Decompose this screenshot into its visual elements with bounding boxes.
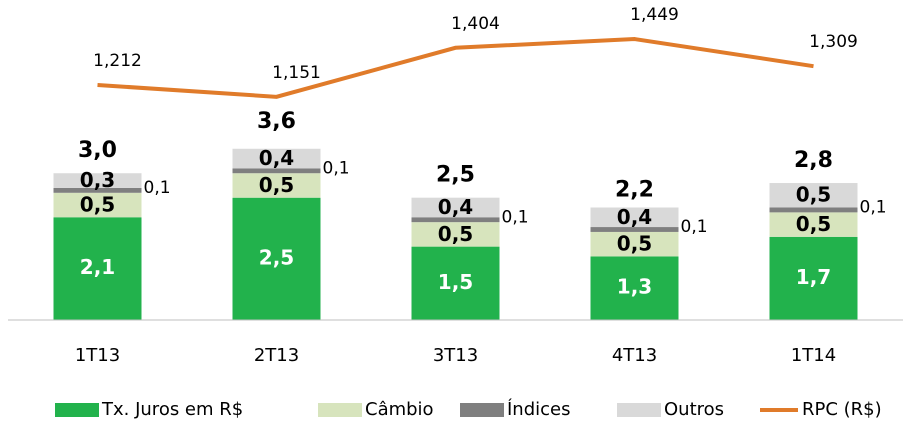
data-label: 0,5 xyxy=(80,193,115,217)
bar-segment xyxy=(232,197,321,320)
data-label: 0,1 xyxy=(502,207,529,227)
bar-segment xyxy=(411,217,500,223)
total-label: 3,0 xyxy=(78,138,117,163)
bar-segment xyxy=(53,192,142,218)
bar-segment xyxy=(769,207,858,213)
legend-label: Câmbio xyxy=(365,399,434,420)
line-label: 1,404 xyxy=(451,14,500,34)
bar-segment xyxy=(232,168,321,174)
x-tick-label: 1T13 xyxy=(75,345,120,366)
bar-segment xyxy=(53,173,142,188)
data-label: 0,3 xyxy=(80,168,115,192)
data-label: 0,4 xyxy=(259,146,294,170)
bar-segment xyxy=(769,236,858,320)
bar-segment xyxy=(590,207,679,228)
bar-segment xyxy=(590,231,679,257)
legend-swatch xyxy=(318,403,362,417)
bar-segment xyxy=(769,212,858,237)
data-label: 2,5 xyxy=(259,245,294,269)
data-label: 1,7 xyxy=(796,265,831,289)
line xyxy=(97,37,814,99)
data-label: 0,1 xyxy=(681,217,708,237)
data-label: 0,5 xyxy=(796,212,831,236)
data-label: 0,5 xyxy=(259,173,294,197)
total-label: 2,2 xyxy=(615,177,654,202)
total-label: 2,5 xyxy=(436,163,475,188)
bar-segment xyxy=(411,222,500,247)
data-label: 1,3 xyxy=(617,275,652,299)
bar-segment xyxy=(590,227,679,232)
data-label: 1,5 xyxy=(438,270,473,294)
total-label: 3,6 xyxy=(257,109,296,134)
legend-label: RPC (R$) xyxy=(802,399,882,420)
data-label: 0,1 xyxy=(144,178,171,198)
line-label: 1,151 xyxy=(272,63,321,83)
bar-segment xyxy=(53,217,142,320)
legend-swatch xyxy=(55,403,99,417)
data-label: 0,4 xyxy=(617,205,652,229)
data-label: 2,1 xyxy=(80,255,115,279)
x-tick-label: 3T13 xyxy=(433,345,478,366)
legend-swatch xyxy=(460,403,504,417)
bar-segment xyxy=(232,148,321,169)
total-label: 2,8 xyxy=(794,148,833,173)
bar-segment xyxy=(590,256,679,320)
line-label: 1,449 xyxy=(630,5,679,25)
x-tick-label: 4T13 xyxy=(612,345,657,366)
data-label: 0,4 xyxy=(438,195,473,219)
data-label: 0,5 xyxy=(796,183,831,207)
legend-swatch xyxy=(617,403,661,417)
legend-label: Tx. Juros em R$ xyxy=(101,399,243,420)
x-tick-label: 1T14 xyxy=(791,345,836,366)
bar-segment xyxy=(769,183,858,208)
bar-segment xyxy=(411,246,500,320)
x-tick-label: 2T13 xyxy=(254,345,299,366)
line-label: 1,309 xyxy=(809,32,858,52)
data-label: 0,5 xyxy=(617,232,652,256)
data-label: 0,1 xyxy=(323,158,350,178)
bar-segment xyxy=(53,187,142,193)
legend-label: Outros xyxy=(664,399,724,420)
bar-segment xyxy=(411,197,500,218)
legend-label: Índices xyxy=(507,398,571,420)
line-label: 1,212 xyxy=(93,51,142,71)
data-label: 0,5 xyxy=(438,222,473,246)
data-label: 0,1 xyxy=(860,197,887,217)
bar-segment xyxy=(232,173,321,198)
